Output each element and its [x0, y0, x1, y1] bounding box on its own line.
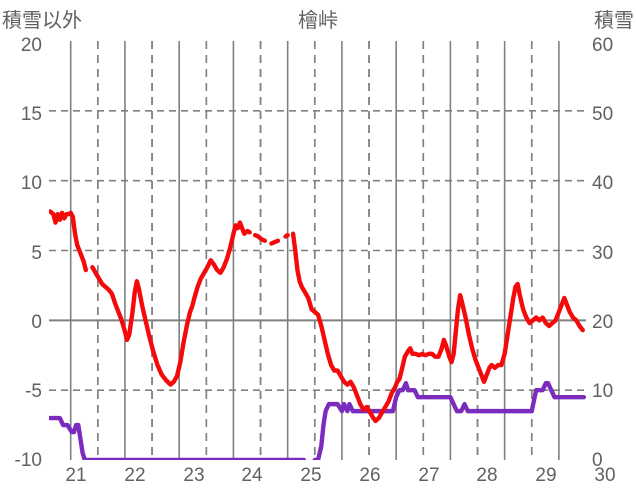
x-tick-27: 27 — [418, 465, 440, 486]
chart-title: 檜峠 — [298, 10, 338, 32]
chart-canvas — [49, 41, 586, 460]
x-tick-29: 29 — [535, 465, 557, 486]
x-tick-28: 28 — [476, 465, 498, 486]
right-tick-50: 50 — [592, 104, 614, 125]
temperature-series-line — [49, 209, 585, 424]
x-tick-25: 25 — [300, 465, 322, 486]
right-tick-20: 20 — [592, 312, 614, 333]
left-tick-20: 20 — [20, 35, 42, 56]
x-tick-23: 23 — [183, 465, 205, 486]
x-tick-21: 21 — [65, 465, 87, 486]
left-tick-5: 5 — [31, 243, 42, 264]
x-tick-24: 24 — [241, 465, 263, 486]
left-axis-title: 積雪以外 — [2, 10, 82, 32]
right-tick-30: 30 — [592, 243, 614, 264]
left-tick-m10: -10 — [14, 450, 42, 471]
right-tick-40: 40 — [592, 173, 614, 194]
x-tick-22: 22 — [124, 465, 146, 486]
x-tick-26: 26 — [359, 465, 381, 486]
right-tick-10: 10 — [592, 381, 614, 402]
plot-area — [49, 41, 586, 460]
right-axis-title: 積雪 — [594, 10, 634, 32]
left-tick-10: 10 — [20, 173, 42, 194]
left-tick-15: 15 — [20, 104, 42, 125]
gridlines — [49, 41, 586, 460]
right-tick-0: 0 — [592, 450, 603, 471]
left-tick-0: 0 — [31, 312, 42, 333]
snow-series-line — [49, 380, 586, 460]
x-tick-30: 30 — [594, 465, 616, 486]
left-tick-m5: -5 — [25, 381, 42, 402]
right-tick-60: 60 — [592, 35, 614, 56]
